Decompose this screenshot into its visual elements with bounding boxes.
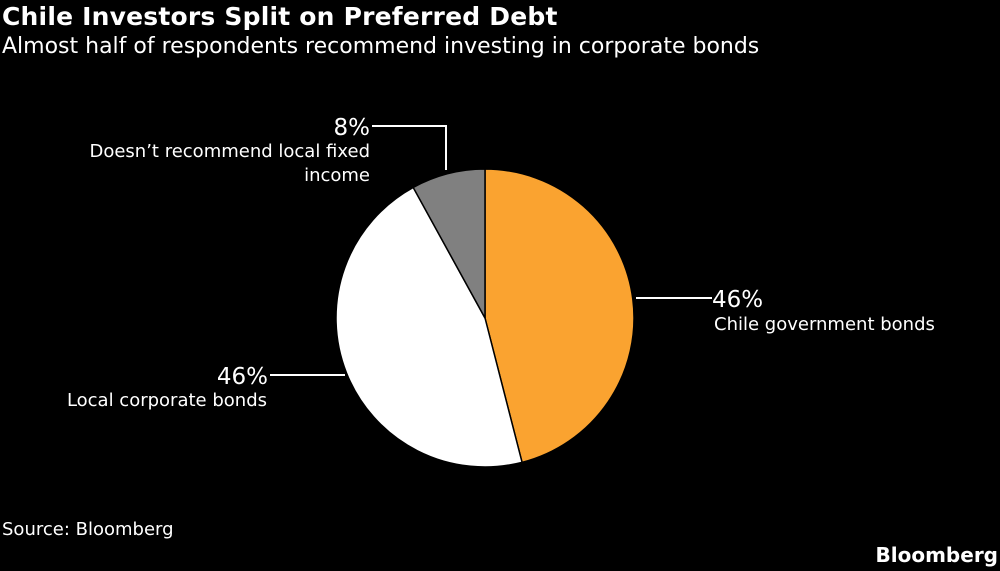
slice-value-label: 46% (712, 287, 763, 313)
slice-category-label: Local corporate bonds (67, 390, 267, 411)
slice-category-label: Chile government bonds (714, 314, 935, 335)
slice-category-label: Doesn’t recommend local fixed (89, 141, 370, 162)
pie-slice (412, 168, 486, 319)
bloomberg-logo: Bloomberg (875, 543, 998, 567)
chart-title: Chile Investors Split on Preferred Debt (2, 2, 558, 31)
source-note: Source: Bloomberg (2, 519, 174, 540)
slice-value-label: 8% (334, 115, 371, 141)
pie-slice (484, 168, 635, 464)
pie-slice (335, 186, 523, 468)
slice-category-label: income (304, 165, 370, 186)
slice-value-label: 46% (217, 364, 268, 390)
chart-subtitle: Almost half of respondents recommend inv… (2, 34, 760, 59)
leader-line (372, 125, 447, 170)
